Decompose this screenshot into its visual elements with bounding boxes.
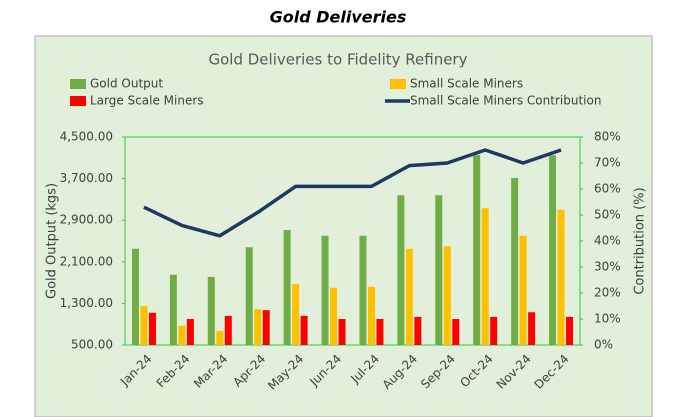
bar bbox=[300, 315, 308, 345]
bar bbox=[140, 306, 148, 345]
legend-swatch bbox=[390, 79, 406, 89]
y2-tick-label: 60% bbox=[594, 182, 621, 196]
bar bbox=[405, 248, 413, 345]
bar bbox=[435, 195, 443, 345]
bar bbox=[254, 309, 262, 345]
bar bbox=[528, 312, 536, 345]
y-tick-label: 2,900.00 bbox=[60, 213, 113, 227]
bar bbox=[519, 235, 527, 345]
y2-tick-label: 50% bbox=[594, 208, 621, 222]
legend-swatch bbox=[70, 79, 86, 89]
bar bbox=[443, 246, 451, 345]
chart-title: Gold Deliveries to Fidelity Refinery bbox=[209, 51, 468, 69]
bar bbox=[330, 287, 338, 345]
legend-swatch bbox=[70, 96, 86, 106]
bar bbox=[148, 312, 156, 345]
bar bbox=[283, 230, 291, 345]
bar bbox=[338, 319, 346, 345]
bar bbox=[549, 155, 557, 345]
bar bbox=[245, 247, 253, 345]
bar bbox=[292, 284, 300, 345]
legend-label: Small Scale Miners bbox=[410, 77, 523, 91]
page-title: Gold Deliveries bbox=[270, 8, 407, 27]
bar bbox=[397, 195, 405, 345]
bar bbox=[321, 235, 329, 345]
y-tick-label: 500.00 bbox=[71, 338, 113, 352]
bar bbox=[169, 274, 177, 345]
y2-tick-label: 80% bbox=[594, 130, 621, 144]
y2-tick-label: 10% bbox=[594, 312, 621, 326]
y-tick-label: 3,700.00 bbox=[60, 171, 113, 185]
y-tick-label: 2,100.00 bbox=[60, 254, 113, 268]
y-tick-label: 1,300.00 bbox=[60, 296, 113, 310]
legend-label: Small Scale Miners Contribution bbox=[410, 94, 601, 108]
bar bbox=[511, 178, 519, 345]
bar bbox=[367, 286, 375, 345]
y2-tick-label: 70% bbox=[594, 156, 621, 170]
y-axis-title: Gold Output (kgs) bbox=[45, 183, 60, 299]
y2-tick-label: 30% bbox=[594, 260, 621, 274]
bar bbox=[557, 209, 565, 345]
bar bbox=[566, 316, 574, 345]
bar bbox=[262, 310, 270, 345]
bar bbox=[178, 325, 186, 345]
bar bbox=[216, 330, 224, 345]
y2-tick-label: 0% bbox=[594, 338, 613, 352]
bar bbox=[473, 155, 481, 345]
line bbox=[143, 148, 562, 238]
bar bbox=[131, 248, 139, 345]
bar bbox=[224, 315, 232, 345]
y2-axis-title: Contribution (%) bbox=[633, 187, 648, 294]
bar bbox=[452, 319, 460, 345]
legend-label: Large Scale Miners bbox=[90, 94, 204, 108]
bar bbox=[359, 235, 367, 345]
legend-label: Gold Output bbox=[90, 77, 163, 91]
bar bbox=[414, 316, 422, 345]
bar bbox=[376, 319, 384, 345]
bar bbox=[490, 316, 498, 345]
y-tick-label: 4,500.00 bbox=[60, 130, 113, 144]
y2-tick-label: 20% bbox=[594, 286, 621, 300]
bar bbox=[207, 276, 215, 345]
y2-tick-label: 40% bbox=[594, 234, 621, 248]
bar bbox=[481, 208, 489, 345]
bar bbox=[186, 319, 194, 345]
